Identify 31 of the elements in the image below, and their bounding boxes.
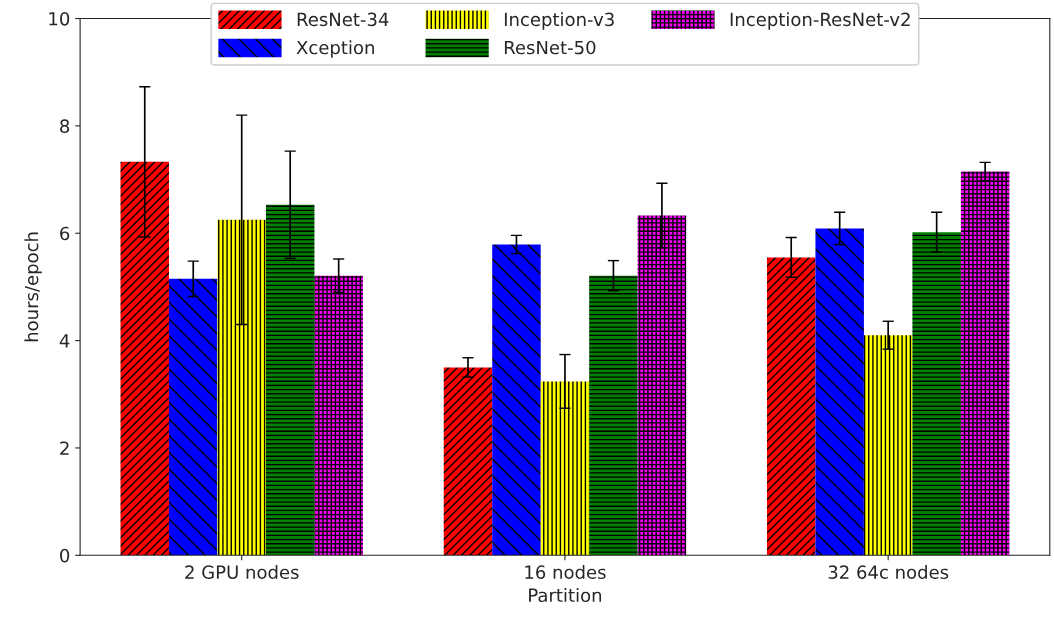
x-tick-label: 32 64c nodes (828, 565, 949, 579)
y-tick-label: 8 (60, 119, 70, 133)
bar (815, 228, 864, 556)
legend-label: Inception-v3 (504, 12, 614, 30)
bar (863, 335, 913, 556)
bar (168, 278, 218, 556)
y-tick-label: 0 (60, 548, 70, 563)
y-tick-label: 10 (49, 11, 70, 26)
y-tick-label: 4 (59, 334, 70, 348)
bar (443, 367, 493, 556)
y-axis-title: hours/epoch (24, 232, 42, 342)
y-tick-label: 6 (60, 226, 70, 241)
legend-label: ResNet-50 (504, 40, 596, 55)
legend-label: ResNet-34 (297, 12, 389, 27)
bar (314, 275, 363, 556)
bar (217, 219, 266, 556)
bar (265, 204, 315, 556)
bar (637, 215, 687, 556)
bar (912, 232, 961, 556)
bar (540, 381, 590, 556)
x-tick-label: 16 nodes (525, 565, 606, 579)
x-tick-label: 2 GPU nodes (185, 565, 299, 579)
legend-label: Inception-ResNet-v2 (730, 12, 910, 30)
bar (960, 171, 1010, 556)
bar (766, 257, 816, 556)
legend-label: Xception (296, 40, 374, 58)
x-axis-title: Partition (529, 588, 602, 603)
bar (589, 275, 638, 556)
bar (120, 161, 169, 556)
y-tick-label: 2 (60, 441, 69, 455)
bar (492, 244, 541, 556)
